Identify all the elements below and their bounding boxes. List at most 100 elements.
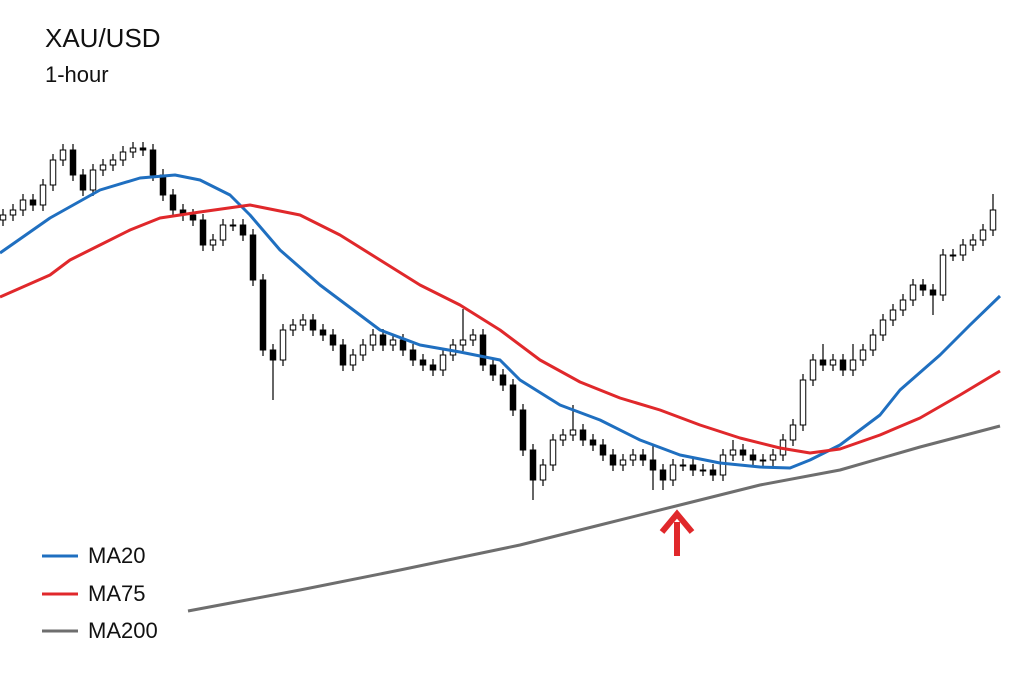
candle-body <box>249 234 257 281</box>
chart-title: XAU/USD <box>45 23 161 53</box>
candle-body <box>369 334 377 346</box>
legend-label: MA200 <box>88 618 158 643</box>
candle-body <box>939 254 947 296</box>
candle-body <box>789 424 797 441</box>
candle-body <box>689 464 697 471</box>
candle-body <box>829 359 837 366</box>
candle-body <box>109 159 117 166</box>
candle-body <box>899 299 907 311</box>
candle-body <box>509 384 517 411</box>
candle-body <box>229 224 237 227</box>
candle-body <box>709 469 717 476</box>
candle-body <box>59 149 67 161</box>
candle-body <box>799 379 807 426</box>
candle-body <box>299 319 307 326</box>
candle-body <box>359 344 367 356</box>
candle-body <box>379 334 387 346</box>
ma-line <box>0 173 1002 470</box>
candle-body <box>979 229 987 241</box>
candle-body <box>259 279 267 351</box>
candle-body <box>549 439 557 466</box>
arrow-annotation <box>659 509 695 556</box>
ma-line <box>0 203 1001 455</box>
candle-body <box>639 454 647 461</box>
candle-body <box>989 209 997 231</box>
candle-body <box>809 359 817 381</box>
candle-body <box>419 359 427 366</box>
candle-body <box>629 454 637 461</box>
candle-body <box>609 454 617 466</box>
candle-body <box>859 349 867 361</box>
candle-body <box>149 149 157 176</box>
candle-body <box>119 151 127 161</box>
candle-body <box>399 339 407 351</box>
candle-body <box>29 199 37 206</box>
candle-body <box>819 359 827 366</box>
candle-body <box>849 359 857 371</box>
ma-line <box>187 424 1001 613</box>
candle-body <box>759 459 767 462</box>
candle-body <box>499 374 507 386</box>
candle-body <box>529 449 537 481</box>
candle-body <box>569 429 577 436</box>
candle-body <box>99 164 107 171</box>
candle-body <box>969 239 977 246</box>
candle-body <box>649 459 657 471</box>
candle-body <box>889 309 897 321</box>
candle-body <box>159 174 167 196</box>
candle-body <box>389 339 397 346</box>
arrow-head <box>659 509 695 534</box>
candle-body <box>739 449 747 456</box>
candle-body <box>929 289 937 296</box>
candle-body <box>129 147 137 153</box>
candle-body <box>349 354 357 366</box>
candle-body <box>919 284 927 291</box>
candle-body <box>619 459 627 466</box>
candle-body <box>319 329 327 336</box>
candle-body <box>909 284 917 301</box>
candle-body <box>479 334 487 366</box>
candle-body <box>869 334 877 351</box>
candle-body <box>729 449 737 456</box>
candle-body <box>439 354 447 371</box>
candle-body <box>239 224 247 236</box>
candle-body <box>539 464 547 481</box>
candle-body <box>949 254 957 257</box>
candle-body <box>879 319 887 336</box>
candle-body <box>839 359 847 371</box>
candle-body <box>309 319 317 331</box>
candle-body <box>669 464 677 481</box>
candle-body <box>749 454 757 461</box>
candle-body <box>0 214 7 221</box>
candle-body <box>39 184 47 206</box>
candle-body <box>409 349 417 361</box>
candle-body <box>339 344 347 366</box>
chart-subtitle: 1-hour <box>45 62 109 87</box>
candle-body <box>559 434 567 441</box>
candle-body <box>699 469 707 472</box>
candle-body <box>189 214 197 221</box>
candle-body <box>169 194 177 211</box>
candle-body <box>9 209 17 216</box>
candle-body <box>139 147 147 151</box>
candle-body <box>599 444 607 456</box>
candle-body <box>719 454 727 476</box>
candle-body <box>659 469 667 481</box>
candle-body <box>279 329 287 361</box>
candle-body <box>199 219 207 246</box>
candle-body <box>69 149 77 176</box>
candle-body <box>89 169 97 191</box>
candle-body <box>79 174 87 191</box>
legend-label: MA75 <box>88 581 145 606</box>
candle-body <box>519 409 527 451</box>
candles <box>0 142 997 500</box>
candle-body <box>19 199 27 211</box>
candle-body <box>959 244 967 256</box>
candle-body <box>289 324 297 331</box>
candle-body <box>219 224 227 241</box>
candle-body <box>679 464 687 467</box>
candle-body <box>769 454 777 461</box>
candle-body <box>329 334 337 346</box>
